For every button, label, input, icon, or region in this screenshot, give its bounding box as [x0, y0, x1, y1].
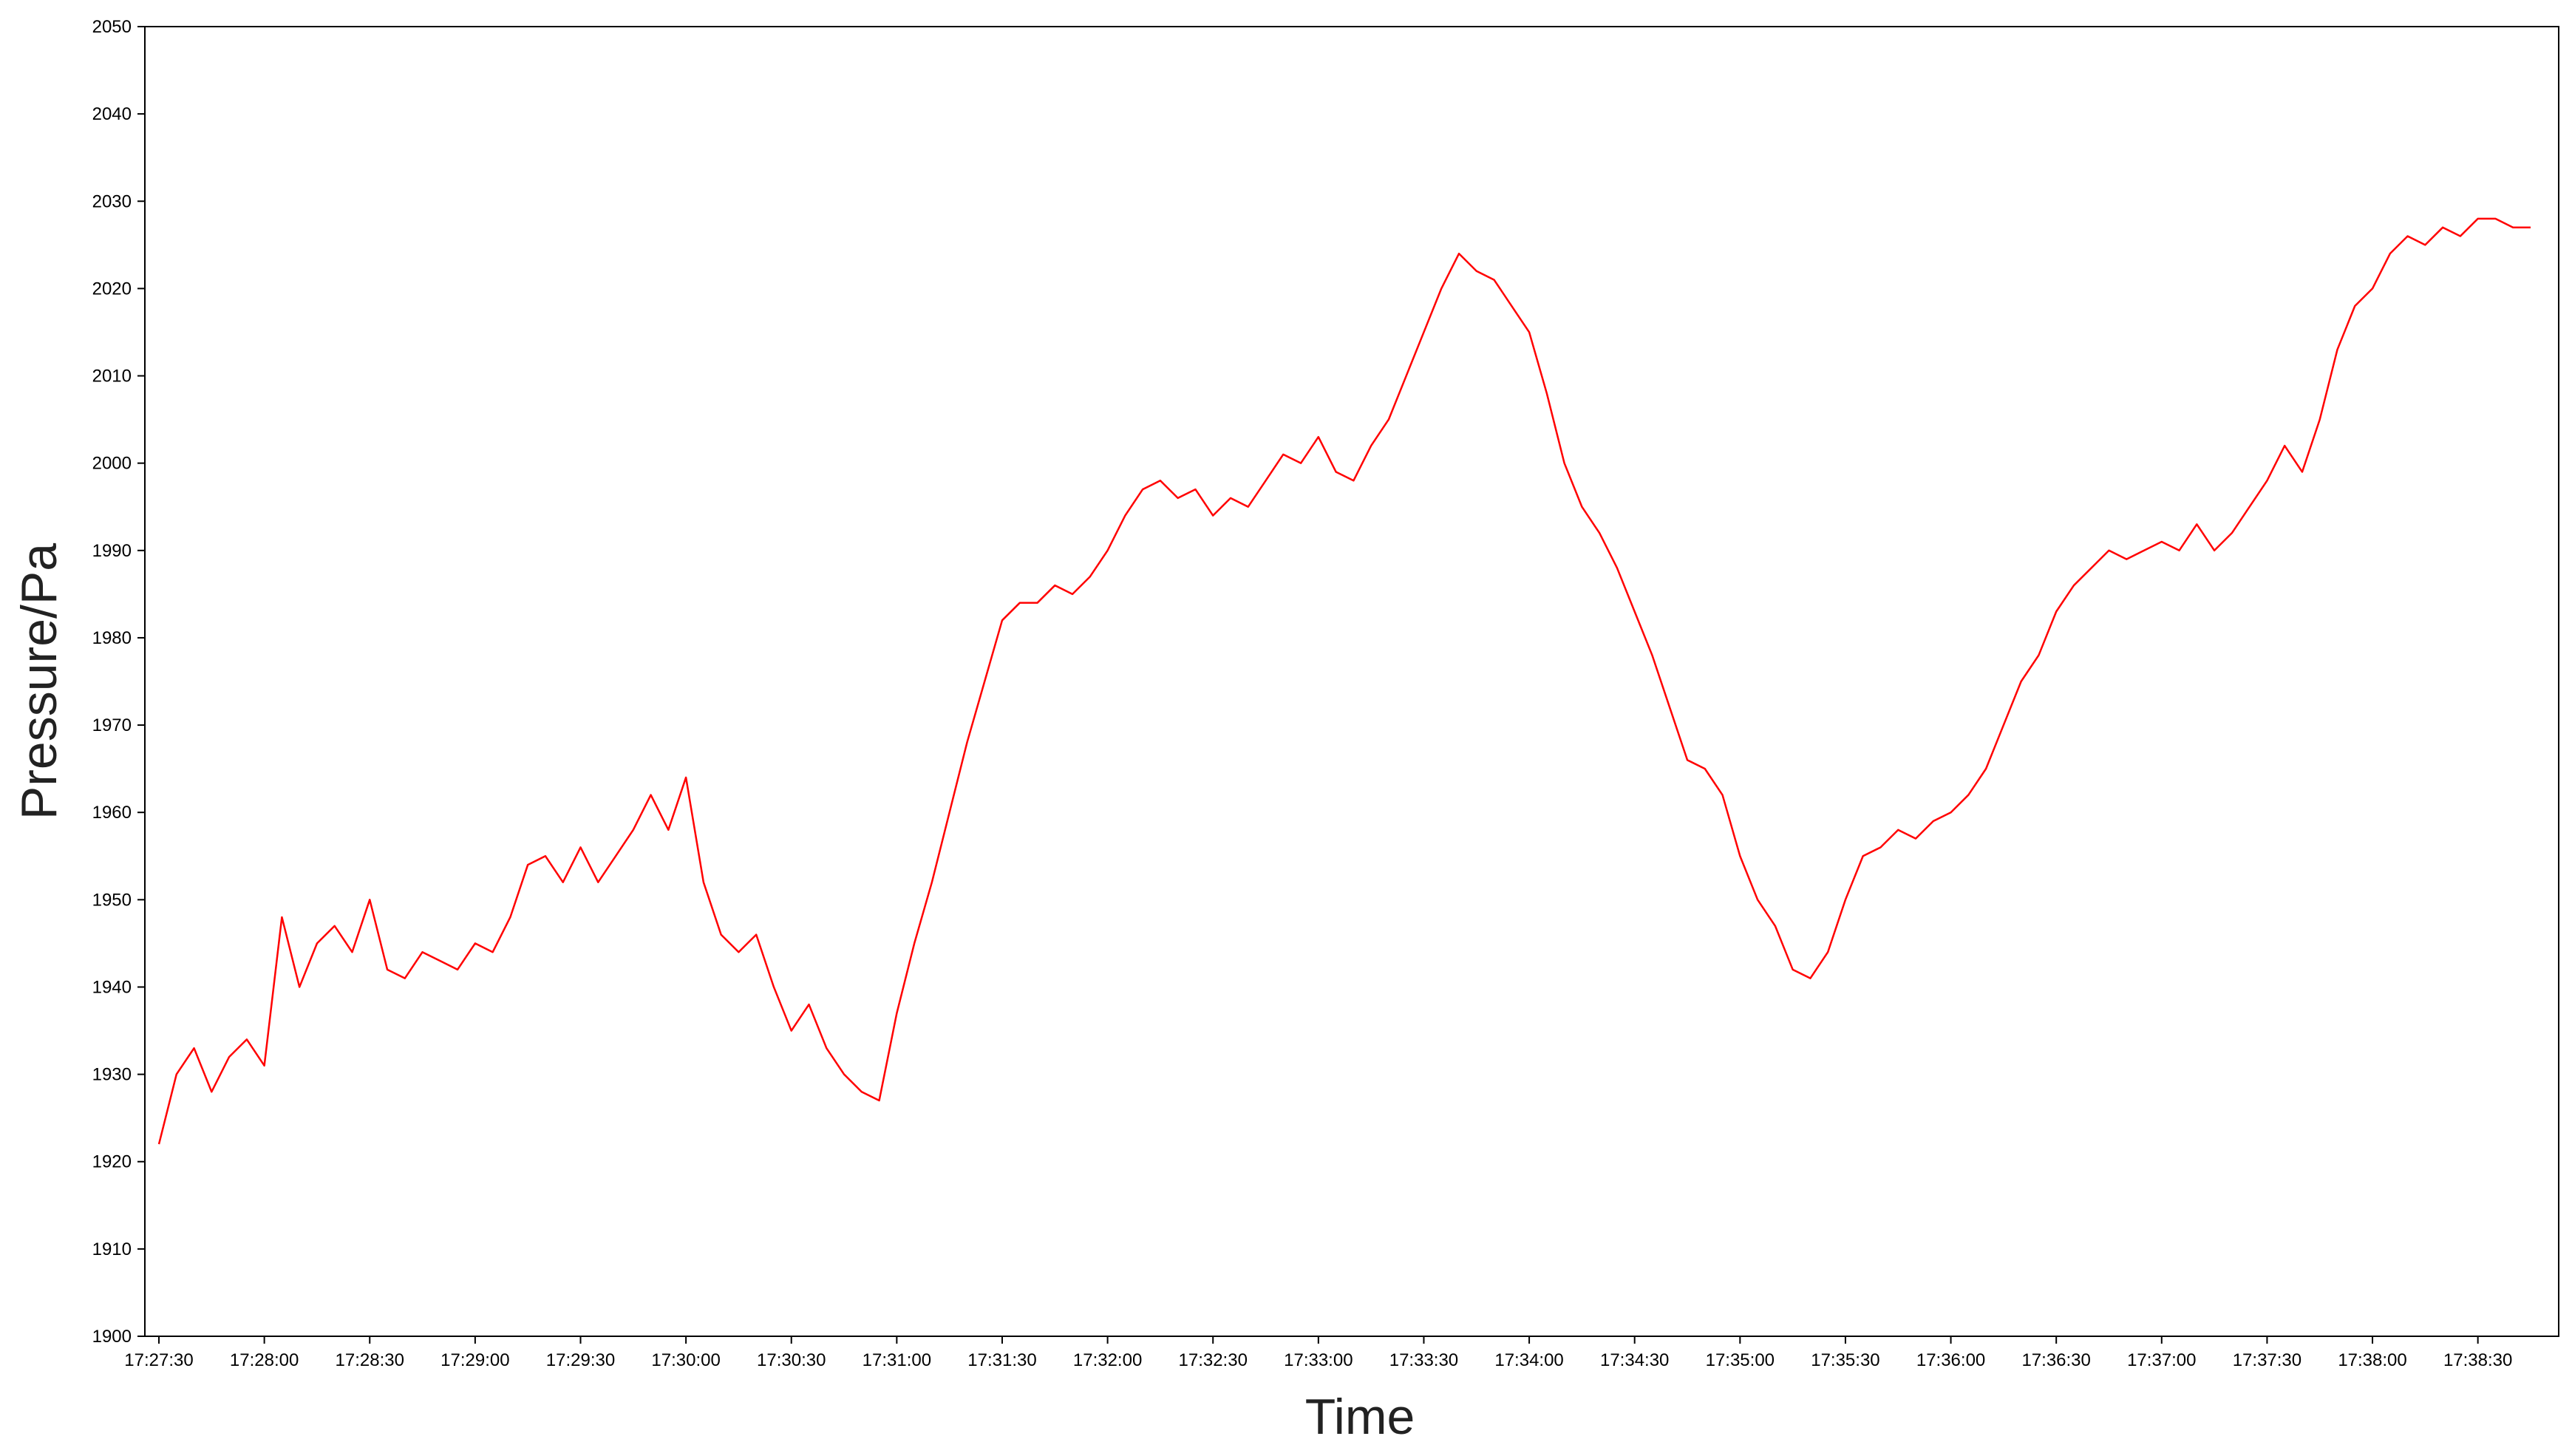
x-tick-label: 17:33:00 — [1284, 1350, 1353, 1370]
x-tick-label: 17:30:30 — [757, 1350, 826, 1370]
x-axis-title: Time — [1305, 1389, 1415, 1445]
x-tick-label: 17:28:30 — [336, 1350, 404, 1370]
x-tick-label: 17:34:30 — [1600, 1350, 1669, 1370]
x-tick-label: 17:37:00 — [2127, 1350, 2196, 1370]
x-tick-label: 17:35:30 — [1811, 1350, 1879, 1370]
x-tick-label: 17:31:30 — [967, 1350, 1036, 1370]
y-tick-label: 1970 — [92, 715, 132, 735]
y-tick-label: 2000 — [92, 454, 132, 474]
x-tick-label: 17:36:30 — [2021, 1350, 2090, 1370]
y-tick-label: 1950 — [92, 890, 132, 910]
x-tick-label: 17:29:30 — [546, 1350, 615, 1370]
x-tick-label: 17:38:00 — [2338, 1350, 2406, 1370]
y-tick-label: 1930 — [92, 1065, 132, 1085]
y-tick-label: 1980 — [92, 628, 132, 648]
y-tick-label: 2020 — [92, 279, 132, 299]
x-tick-label: 17:32:30 — [1179, 1350, 1248, 1370]
y-tick-label: 1920 — [92, 1152, 132, 1172]
y-tick-label: 2010 — [92, 367, 132, 387]
plot-frame — [144, 26, 2559, 1337]
y-tick-label: 1960 — [92, 803, 132, 823]
x-tick-label: 17:30:00 — [651, 1350, 720, 1370]
x-tick-label: 17:34:00 — [1494, 1350, 1563, 1370]
x-tick-label: 17:37:30 — [2233, 1350, 2301, 1370]
x-tick-label: 17:33:30 — [1389, 1350, 1458, 1370]
x-tick-label: 17:38:30 — [2443, 1350, 2512, 1370]
y-tick-label: 1900 — [92, 1327, 132, 1347]
y-tick-label: 1990 — [92, 541, 132, 561]
y-tick-label: 1940 — [92, 977, 132, 997]
x-tick-label: 17:27:30 — [124, 1350, 193, 1370]
y-tick-label: 2030 — [92, 191, 132, 211]
x-tick-label: 17:29:00 — [440, 1350, 509, 1370]
data-line — [157, 217, 2531, 1145]
y-tick-label: 1910 — [92, 1239, 132, 1259]
x-tick-label: 17:31:00 — [863, 1350, 931, 1370]
x-tick-label: 17:35:00 — [1706, 1350, 1775, 1370]
x-tick-label: 17:32:00 — [1073, 1350, 1142, 1370]
y-tick-label: 2040 — [92, 104, 132, 124]
x-tick-label: 17:28:00 — [230, 1350, 299, 1370]
y-axis-title: Pressure/Pa — [11, 543, 67, 820]
y-tick-label: 2050 — [92, 17, 132, 37]
x-tick-label: 17:36:00 — [1916, 1350, 1985, 1370]
